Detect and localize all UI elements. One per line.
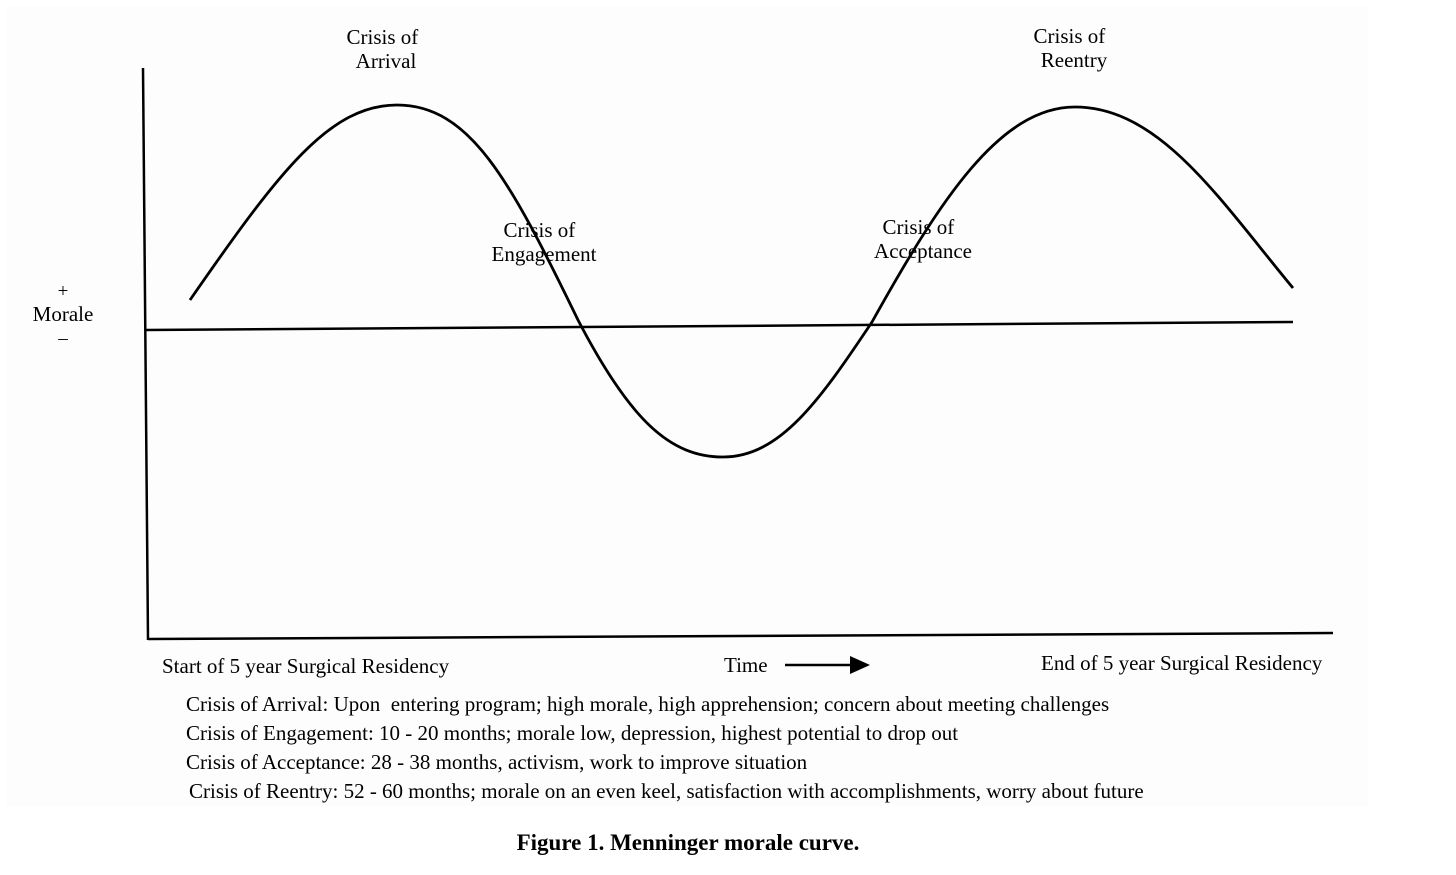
phase-arrival-line2: Arrival [356,49,417,73]
phase-acceptance-line1: Crisis of [882,215,954,239]
legend-acceptance: Crisis of Acceptance: 28 - 38 months, ac… [186,750,808,774]
figure-caption: Figure 1. Menninger morale curve. [517,830,860,855]
horizontal-axis [147,631,1334,641]
phase-reentry-line1: Crisis of [1033,24,1105,48]
legend-reentry: Crisis of Reentry: 52 - 60 months; moral… [189,779,1144,803]
x-axis-end-label: End of 5 year Surgical Residency [1041,651,1323,675]
figure-background [6,6,1368,806]
phase-engagement-line2: Engagement [492,242,597,266]
phase-acceptance-line2: Acceptance [874,239,972,263]
vertical-axis [141,67,150,641]
y-axis-minus-sign: – [57,328,68,349]
x-axis-time-label: Time [724,653,768,677]
phase-reentry-label: Crisis of Reentry [1033,24,1110,72]
x-axis-start-label: Start of 5 year Surgical Residency [162,654,450,678]
morale-curve [188,103,1295,459]
phase-reentry-line2: Reentry [1041,48,1108,72]
phase-engagement-line1: Crisis of [503,218,575,242]
y-axis-plus-sign: + [58,281,69,302]
phase-engagement-label: Crisis of Engagement [492,218,597,266]
phase-arrival-line1: Crisis of [346,25,418,49]
phase-arrival-label: Crisis of Arrival [346,25,423,73]
morale-baseline [144,320,1294,332]
legend-engagement: Crisis of Engagement: 10 - 20 months; mo… [186,721,958,745]
y-axis-label: Morale [33,302,94,326]
phase-acceptance-label: Crisis of Acceptance [874,215,972,263]
legend-arrival: Crisis of Arrival: Upon entering program… [186,692,1109,716]
time-arrow-icon [785,656,870,674]
